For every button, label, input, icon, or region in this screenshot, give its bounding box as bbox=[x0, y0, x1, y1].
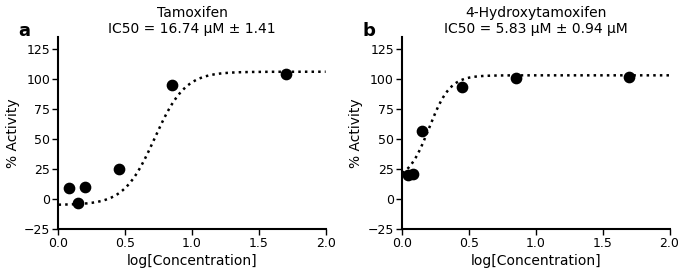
Point bbox=[280, 72, 291, 76]
Point bbox=[510, 76, 521, 80]
Point bbox=[624, 74, 635, 79]
Point bbox=[417, 128, 428, 133]
Point bbox=[113, 167, 124, 171]
Point bbox=[64, 186, 75, 190]
Text: b: b bbox=[362, 22, 375, 39]
Point bbox=[79, 185, 90, 189]
Text: a: a bbox=[18, 22, 30, 39]
Title: Tamoxifen
IC50 = 16.74 μM ± 1.41: Tamoxifen IC50 = 16.74 μM ± 1.41 bbox=[108, 5, 276, 36]
Point bbox=[73, 200, 84, 205]
Title: 4-Hydroxytamoxifen
IC50 = 5.83 μM ± 0.94 μM: 4-Hydroxytamoxifen IC50 = 5.83 μM ± 0.94… bbox=[444, 5, 627, 36]
Y-axis label: % Activity: % Activity bbox=[5, 98, 20, 168]
Y-axis label: % Activity: % Activity bbox=[349, 98, 364, 168]
X-axis label: log[Concentration]: log[Concentration] bbox=[471, 255, 601, 269]
Point bbox=[166, 83, 177, 87]
Point bbox=[408, 172, 419, 176]
Point bbox=[402, 173, 413, 177]
X-axis label: log[Concentration]: log[Concentration] bbox=[127, 255, 258, 269]
Point bbox=[457, 85, 468, 90]
